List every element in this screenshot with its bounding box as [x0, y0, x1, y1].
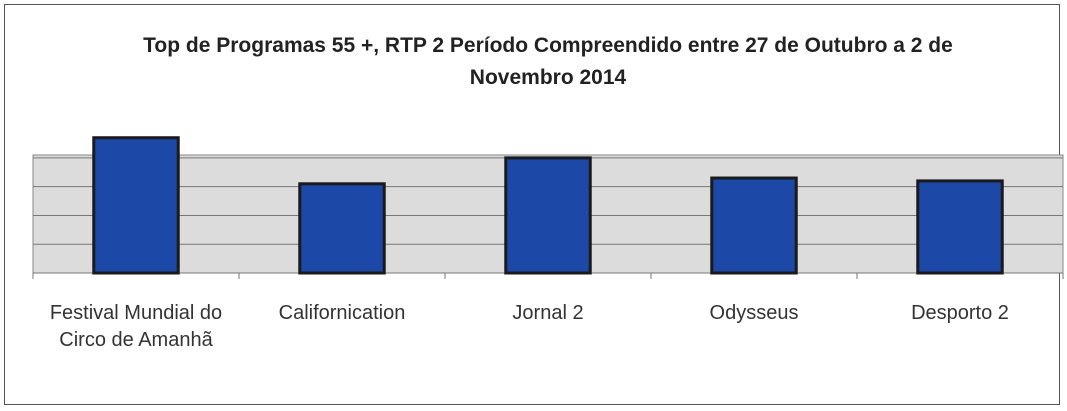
x-tick-label: Jornal 2	[512, 302, 584, 324]
x-tick-label: Desporto 2	[911, 302, 1009, 324]
bar	[504, 156, 592, 275]
bar	[298, 182, 386, 275]
x-tick-label: Odysseus	[709, 302, 799, 324]
x-tick-label: Festival Mundial do Circo de Amanhã	[49, 302, 223, 351]
bar	[916, 179, 1004, 275]
bar	[92, 136, 180, 275]
chart-title: Top de Programas 55 +, RTP 2 Período Com…	[143, 34, 953, 89]
bar	[710, 176, 798, 275]
x-tick-label: Californication	[278, 302, 406, 324]
